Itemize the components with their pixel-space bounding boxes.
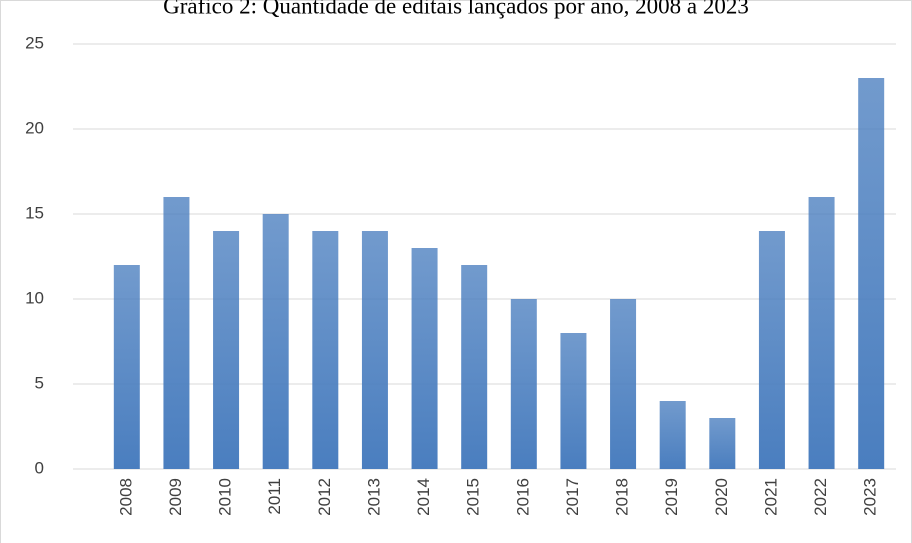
bar <box>163 197 190 469</box>
x-tick-label: 2008 <box>116 478 135 516</box>
bar <box>262 214 289 469</box>
x-tick-label: 2021 <box>761 478 780 516</box>
bar <box>709 418 736 469</box>
x-tick-label: 2022 <box>811 478 830 516</box>
bar <box>858 78 885 469</box>
bar <box>758 231 785 469</box>
y-tick-label: 5 <box>35 373 44 392</box>
bar <box>560 333 587 469</box>
bar <box>361 231 388 469</box>
x-tick-label: 2016 <box>513 478 532 516</box>
bar <box>510 299 537 469</box>
x-tick-label: 2015 <box>464 478 483 516</box>
y-tick-label: 0 <box>35 458 44 477</box>
chart-title: Gráfico 2: Quantidade de editais lançado… <box>163 0 749 18</box>
x-tick-label: 2009 <box>166 478 185 516</box>
bar <box>312 231 339 469</box>
x-tick-label: 2012 <box>315 478 334 516</box>
y-tick-label: 20 <box>25 118 44 137</box>
x-tick-label: 2013 <box>364 478 383 516</box>
y-tick-label: 10 <box>25 288 44 307</box>
bar <box>461 265 488 469</box>
bar <box>113 265 140 469</box>
x-tick-label: 2020 <box>712 478 731 516</box>
bar <box>213 231 240 469</box>
x-tick-label: 2018 <box>613 478 632 516</box>
x-tick-label: 2014 <box>414 478 433 516</box>
x-tick-label: 2010 <box>216 478 235 516</box>
bar <box>659 401 686 469</box>
bar <box>411 248 438 469</box>
x-tick-label: 2023 <box>861 478 880 516</box>
x-tick-label: 2017 <box>563 478 582 516</box>
y-tick-label: 25 <box>25 33 44 52</box>
bar <box>610 299 637 469</box>
x-tick-label: 2011 <box>265 478 284 515</box>
bar <box>808 197 835 469</box>
x-tick-label: 2019 <box>662 478 681 516</box>
y-tick-label: 15 <box>25 203 44 222</box>
